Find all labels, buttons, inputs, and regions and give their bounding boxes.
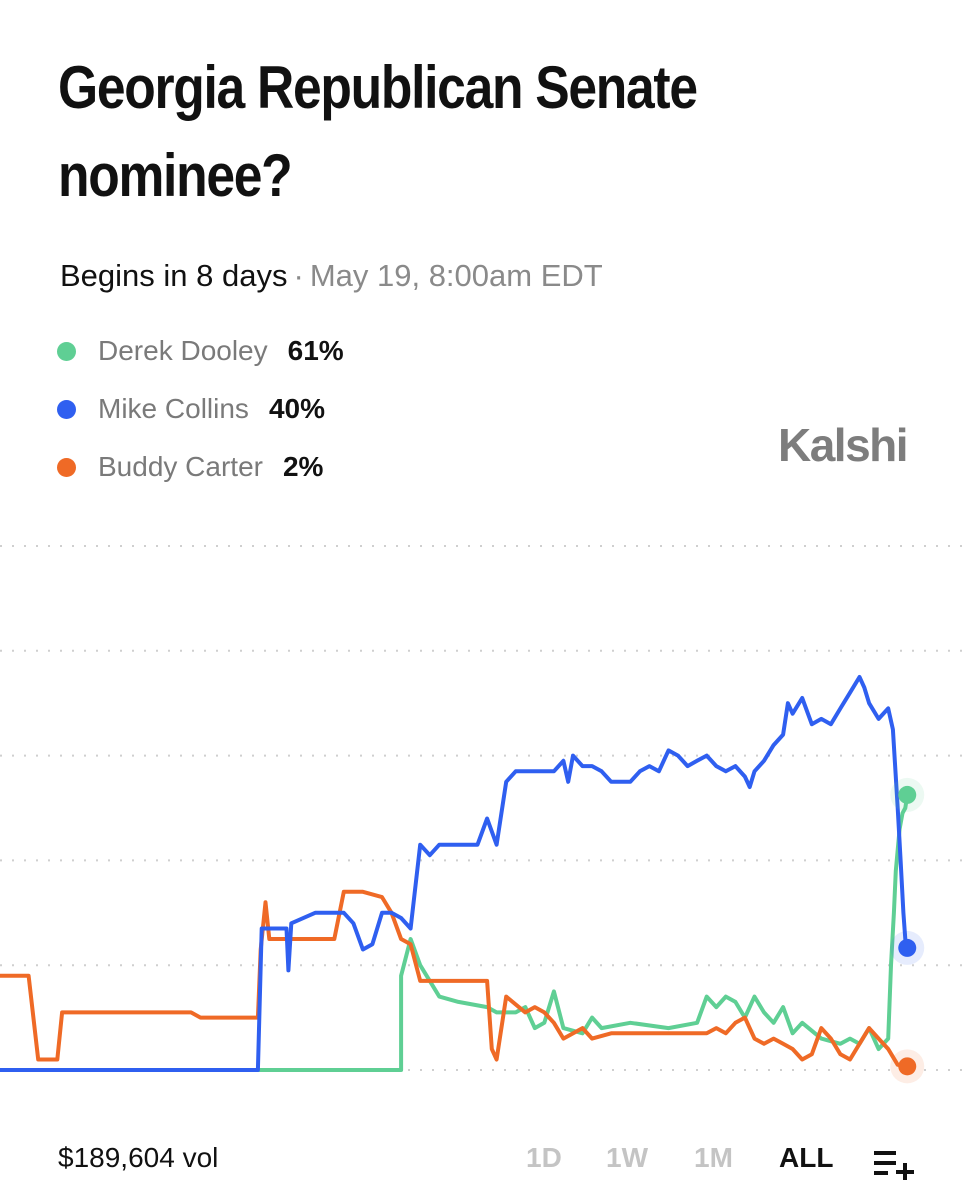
title-line-1: Georgia Republican Senate [58,54,698,121]
legend-item-mike-collins[interactable]: Mike Collins 40% [57,380,344,438]
chart-gridlines [0,545,971,1071]
series-line-buddy-carter [0,889,910,1069]
legend-percent: 40% [268,393,325,424]
legend-item-buddy-carter[interactable]: Buddy Carter 2% [57,438,344,496]
range-1d-button[interactable]: 1D [526,1142,562,1173]
series-line-derek-dooley [0,792,910,1072]
price-history-chart[interactable] [0,520,971,1120]
range-1w-button[interactable]: 1W [606,1142,648,1173]
series-line-mike-collins [0,675,910,1072]
endpoint-dot-mike-collins [898,938,917,957]
legend-percent: 2% [282,451,324,482]
legend-item-derek-dooley[interactable]: Derek Dooley 61% [57,322,344,380]
range-all-button[interactable]: ALL [779,1142,834,1173]
chart-series-lines [0,675,910,1072]
begins-countdown: Begins in 8 days [60,258,288,293]
legend-name: Buddy Carter [98,451,263,482]
separator-dot: · [293,258,304,293]
add-to-list-icon[interactable] [874,1148,916,1180]
legend-name: Mike Collins [98,393,249,424]
title-line-2: nominee? [58,142,293,209]
page-title: Georgia Republican Senate nominee? [58,44,798,220]
collins-dot-icon [57,399,76,419]
legend-name: Derek Dooley [98,335,268,366]
chart-series-endpoints [890,777,925,1084]
dooley-dot-icon [57,341,76,361]
range-1m-button[interactable]: 1M [694,1142,733,1173]
endpoint-dot-buddy-carter [898,1057,917,1076]
endpoint-dot-derek-dooley [898,785,917,804]
kalshi-logo: Kalshi [778,419,909,471]
legend-percent: 61% [287,335,344,366]
trading-volume: $189,604 vol [58,1142,219,1173]
event-date: May 19, 8:00am EDT [309,258,603,293]
event-timing: Begins in 8 days · May 19, 8:00am EDT [60,254,603,298]
chart-legend: Derek Dooley 61% Mike Collins 40% Buddy … [57,322,344,496]
carter-dot-icon [57,457,76,477]
